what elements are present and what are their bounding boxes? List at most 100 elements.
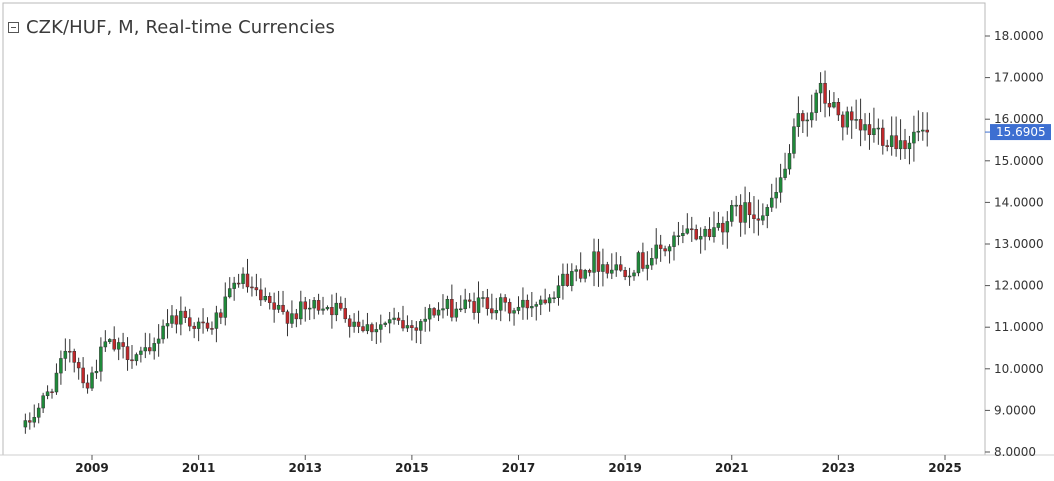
candle — [201, 308, 205, 334]
candle-body-down — [707, 228, 712, 238]
candle — [352, 313, 356, 333]
candle-body-up — [94, 371, 99, 374]
candle-body-up — [783, 168, 787, 178]
candle — [374, 322, 379, 345]
candle — [681, 225, 685, 244]
candle — [245, 258, 250, 293]
candle — [472, 292, 476, 320]
candle — [738, 194, 743, 237]
candle — [236, 273, 241, 288]
candle-body-up — [321, 308, 325, 311]
candle-body-up — [379, 324, 383, 330]
candle-body-up — [534, 304, 539, 307]
candle-body-up — [601, 264, 605, 272]
candle — [90, 366, 94, 391]
candle-body-down — [370, 324, 374, 333]
candle-body-up — [170, 315, 174, 324]
collapse-icon[interactable] — [8, 22, 19, 33]
candle — [654, 228, 658, 265]
candle — [849, 106, 854, 139]
candle — [467, 293, 472, 309]
candle — [410, 320, 414, 341]
candle — [801, 110, 805, 133]
candle-body-up — [712, 227, 716, 238]
candle — [494, 297, 499, 320]
candle-body-down — [836, 102, 841, 116]
candle — [125, 337, 130, 371]
candle — [605, 261, 610, 279]
y-tick-label: 17.0000 — [994, 71, 1044, 85]
candle — [774, 177, 778, 209]
candle-body-up — [334, 302, 339, 316]
candle — [463, 288, 467, 314]
candle-body-up — [41, 395, 45, 409]
candle — [596, 238, 601, 287]
y-tick-label: 8.0000 — [994, 445, 1036, 459]
candle — [827, 90, 832, 117]
candle-body-up — [592, 251, 596, 273]
candle — [658, 234, 663, 262]
candle-body-down — [236, 282, 241, 285]
candle-body-down — [285, 311, 290, 324]
candle-body-down — [401, 320, 405, 329]
candle — [730, 200, 734, 227]
candle-body-down — [396, 317, 401, 321]
candle-body-up — [774, 192, 778, 199]
candle-body-down — [543, 299, 547, 304]
candle-body-up — [387, 319, 392, 324]
candle — [414, 321, 419, 344]
candle-body-down — [605, 264, 610, 274]
candle — [912, 115, 916, 162]
candle — [436, 302, 441, 322]
candle — [725, 211, 730, 249]
candle — [32, 404, 36, 428]
candle-body-down — [174, 315, 179, 325]
candle — [592, 238, 596, 287]
candle-body-up — [614, 264, 618, 271]
candle — [498, 293, 503, 322]
candle — [756, 199, 761, 236]
candle — [881, 119, 885, 155]
candle — [814, 89, 818, 121]
x-tick-label: 2013 — [289, 461, 322, 475]
candle — [192, 322, 196, 339]
candle — [187, 308, 192, 332]
candle — [889, 116, 894, 156]
candle-body-up — [481, 297, 485, 299]
candle-body-up — [165, 323, 170, 327]
candle — [130, 345, 134, 369]
candle-body-down — [641, 252, 645, 269]
candle-body-up — [374, 329, 379, 333]
candle-body-down — [414, 327, 419, 331]
candle-body-up — [498, 297, 503, 311]
candle — [907, 135, 912, 165]
candle — [152, 337, 156, 360]
last-price-label: 15.6905 — [996, 125, 1046, 139]
candle — [259, 278, 263, 306]
candle — [925, 112, 929, 147]
candle-body-up — [36, 407, 41, 418]
candle — [219, 308, 223, 325]
candle — [716, 211, 721, 231]
candle-body-down — [201, 321, 205, 324]
candle-body-up — [876, 127, 881, 130]
candle-body-up — [716, 222, 721, 228]
candle-body-down — [72, 351, 76, 363]
candle — [743, 186, 747, 235]
candle-body-down — [858, 119, 863, 131]
candle — [765, 204, 770, 229]
candle-body-down — [823, 82, 827, 104]
candle-body-up — [152, 343, 156, 352]
candle-body-down — [183, 310, 188, 318]
candle — [23, 413, 28, 434]
candle-body-down — [485, 297, 490, 309]
candle — [263, 287, 268, 302]
candle-body-up — [436, 309, 441, 316]
candle-body-down — [827, 103, 832, 108]
candle — [792, 118, 796, 159]
candle-body-down — [450, 299, 454, 318]
candle — [254, 273, 259, 297]
candle-body-down — [343, 308, 347, 320]
